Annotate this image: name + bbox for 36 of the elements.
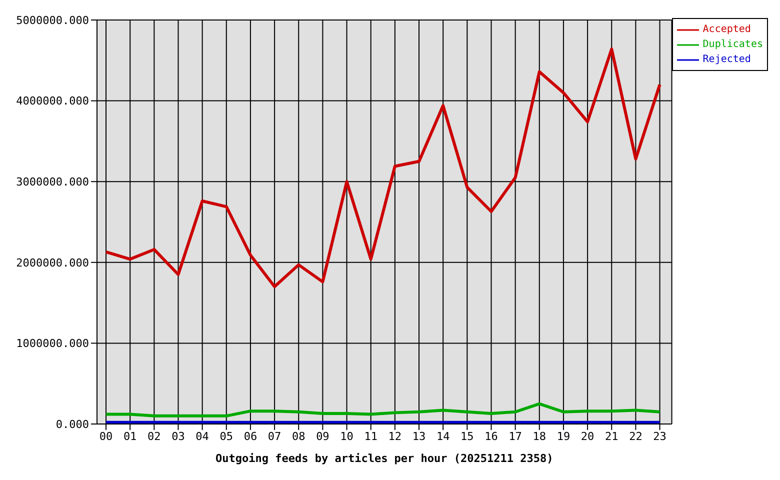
legend-label: Rejected [702, 53, 751, 67]
x-tick-label: 05 [220, 430, 234, 443]
y-tick-label: 5000000.000 [16, 14, 89, 27]
legend-label: Accepted [702, 23, 751, 37]
x-tick-label: 19 [556, 430, 570, 443]
x-tick-label: 01 [123, 430, 137, 443]
x-tick-label: 15 [460, 430, 474, 443]
x-tick-label: 22 [629, 430, 642, 443]
x-tick-label: 08 [292, 430, 306, 443]
x-axis-title: Outgoing feeds by articles per hour (20251211 2358) [216, 452, 554, 465]
x-tick-label: 06 [244, 430, 258, 443]
x-tick-label: 16 [484, 430, 498, 443]
x-tick-label: 18 [532, 430, 546, 443]
y-tick-label: 1000000.000 [16, 337, 89, 350]
x-tick-label: 23 [653, 430, 666, 443]
x-tick-label: 11 [364, 430, 378, 443]
y-tick-label: 2000000.000 [16, 256, 89, 270]
x-tick-label: 14 [436, 430, 450, 443]
line-series [104, 48, 662, 288]
x-tick-label: 00 [99, 430, 113, 443]
x-tick-label: 13 [412, 430, 426, 443]
x-tick-label: 09 [316, 430, 330, 443]
y-tick-label: 4000000.000 [16, 94, 89, 108]
x-tick-label: 20 [580, 430, 594, 443]
x-tick-label: 03 [172, 430, 185, 443]
legend-label: Duplicates [702, 38, 763, 52]
x-tick-label: 02 [148, 430, 161, 443]
x-tick-label: 21 [605, 430, 618, 443]
y-tick-label: 0.000 [56, 418, 89, 431]
line-series [104, 402, 662, 418]
y-tick-label: 3000000.000 [16, 176, 89, 189]
x-tick-label: 17 [508, 430, 522, 443]
x-tick-label: 07 [268, 430, 282, 443]
x-tick-label: 04 [196, 430, 210, 443]
x-tick-label: 10 [340, 430, 354, 443]
x-tick-label: 12 [388, 430, 402, 443]
